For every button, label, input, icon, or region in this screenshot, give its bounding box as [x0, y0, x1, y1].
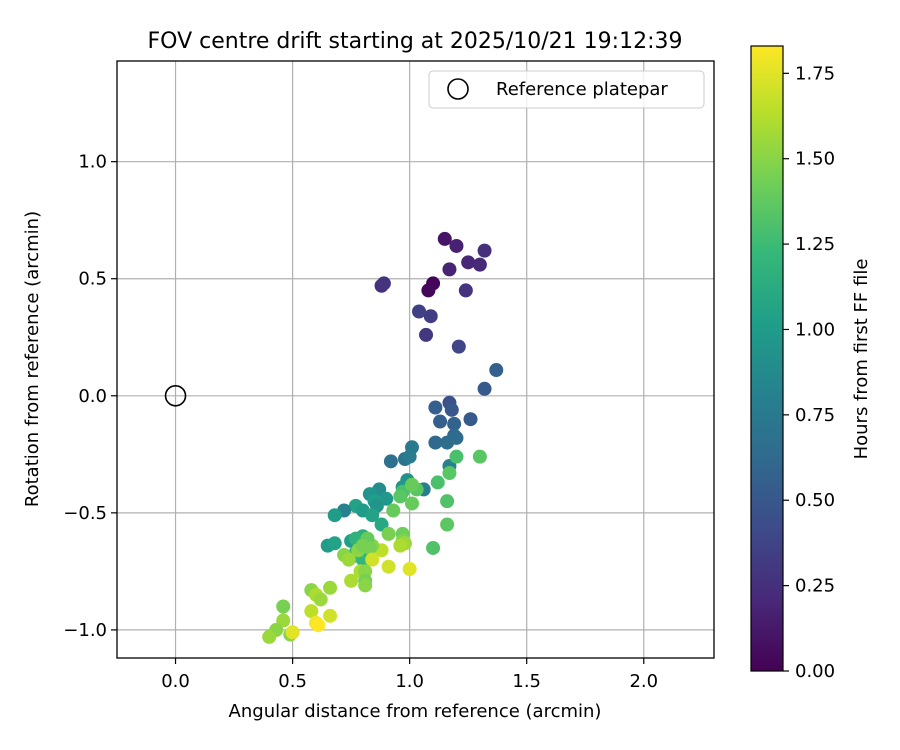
data-point	[323, 580, 338, 595]
data-point	[341, 552, 356, 567]
data-point	[489, 363, 504, 378]
data-point	[461, 255, 476, 270]
colorbar: 0.00 0.25 0.50 0.75 1.00 1.25 1.50 1.75 Hours f…	[750, 45, 872, 682]
data-point	[449, 449, 464, 464]
data-point	[442, 466, 457, 481]
data-point	[419, 327, 434, 342]
legend-marker-icon	[447, 78, 469, 100]
data-point	[442, 262, 457, 277]
data-points	[262, 231, 504, 644]
data-point	[276, 599, 291, 614]
y-tick-label: −0.5	[63, 503, 107, 524]
data-point	[444, 402, 459, 417]
data-point	[412, 304, 427, 319]
data-point	[393, 538, 408, 553]
data-point	[440, 435, 455, 450]
colorbar-tick-label: 0.75	[795, 405, 835, 426]
data-point	[477, 381, 492, 396]
x-tick-label: 1.0	[395, 671, 424, 692]
x-tick-label: 1.5	[512, 671, 541, 692]
data-point	[404, 496, 419, 511]
legend-entry-reference-platepar: Reference platepar	[496, 79, 668, 100]
x-axis-label: Angular distance from reference (arcmin)	[229, 701, 602, 722]
data-point	[458, 283, 473, 298]
data-point	[428, 400, 443, 415]
y-tick-label: −1.0	[63, 620, 107, 641]
data-point	[463, 412, 478, 427]
data-point	[358, 578, 373, 593]
legend-box	[428, 70, 705, 109]
reference-platepar-marker	[164, 384, 187, 407]
x-axis-ticks: 0.0 0.5 1.0 1.5 2.0	[161, 658, 658, 692]
chart-title: FOV centre drift starting at 2025/10/21 …	[148, 29, 683, 54]
data-point	[285, 625, 300, 640]
data-point	[365, 508, 380, 523]
data-point	[393, 489, 408, 504]
data-point	[327, 508, 342, 523]
data-point	[421, 283, 436, 298]
colorbar-tick-label: 1.50	[795, 149, 835, 170]
data-point	[386, 503, 401, 518]
data-point	[437, 231, 452, 246]
data-point	[402, 562, 417, 577]
grid	[117, 61, 714, 658]
colorbar-bar	[750, 45, 784, 672]
x-tick-label: 0.0	[161, 671, 190, 692]
colorbar-tick-label: 1.00	[795, 319, 835, 340]
data-point	[451, 339, 466, 354]
data-point	[311, 618, 326, 633]
y-tick-label: 0.5	[78, 269, 107, 290]
colorbar-tick-label: 0.00	[795, 661, 835, 682]
data-point	[381, 559, 396, 574]
data-point	[323, 608, 338, 623]
y-axis-label: Rotation from reference (arcmin)	[22, 211, 43, 507]
legend: Reference platepar	[428, 70, 705, 109]
data-point	[433, 414, 448, 429]
y-tick-label: 0.0	[78, 386, 107, 407]
data-point	[376, 276, 391, 291]
y-axis-ticks: −1.0 −0.5 0.0 0.5 1.0	[63, 152, 117, 641]
x-tick-label: 0.5	[278, 671, 307, 692]
colorbar-ticks: 0.00 0.25 0.50 0.75 1.00 1.25 1.50 1.75	[783, 63, 835, 682]
data-point	[383, 454, 398, 469]
x-tick-label: 2.0	[629, 671, 658, 692]
data-point	[428, 435, 443, 450]
colorbar-tick-label: 1.25	[795, 234, 835, 255]
data-point	[440, 517, 455, 532]
data-point	[381, 526, 396, 541]
data-point	[404, 477, 419, 492]
data-point	[430, 475, 445, 490]
colorbar-tick-label: 0.50	[795, 490, 835, 511]
plot-frame	[116, 60, 715, 659]
data-point	[344, 573, 359, 588]
data-point	[426, 540, 441, 555]
data-point	[365, 552, 380, 567]
y-tick-label: 1.0	[78, 152, 107, 173]
data-point	[262, 629, 277, 644]
data-point	[423, 309, 438, 324]
colorbar-label: Hours from first FF file	[851, 259, 872, 460]
data-point	[472, 449, 487, 464]
data-point	[313, 592, 328, 607]
data-point	[447, 416, 462, 431]
data-point	[304, 604, 319, 619]
data-point	[327, 536, 342, 551]
data-point	[472, 257, 487, 272]
colorbar-tick-label: 0.25	[795, 576, 835, 597]
data-point	[440, 494, 455, 509]
data-point	[477, 243, 492, 258]
data-point	[449, 238, 464, 253]
colorbar-tick-label: 1.75	[795, 63, 835, 84]
data-point	[402, 449, 417, 464]
data-point	[355, 538, 370, 553]
